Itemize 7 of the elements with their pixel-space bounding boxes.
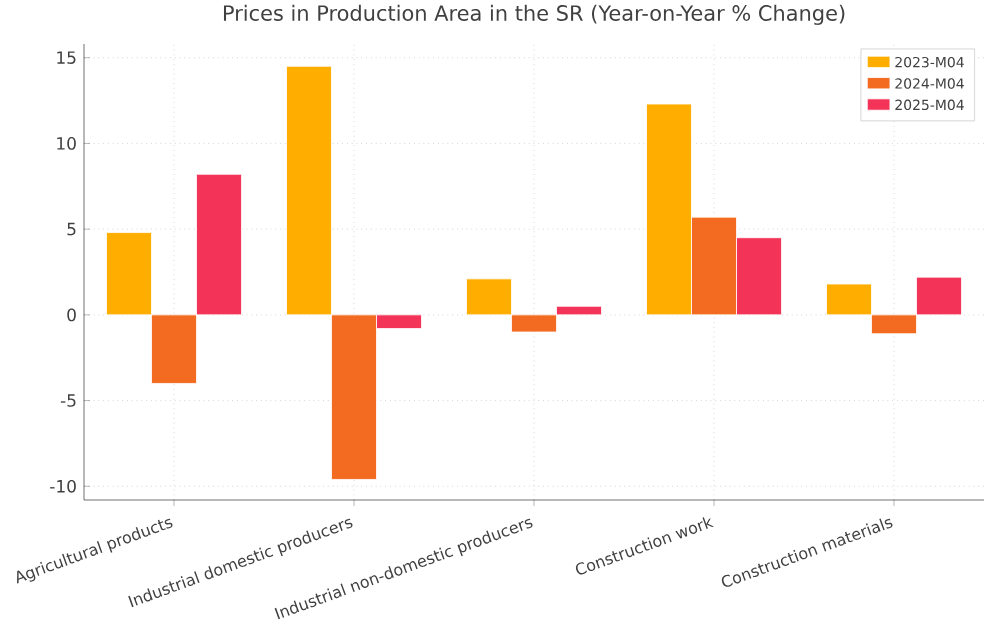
y-tick-label: 0: [67, 308, 76, 322]
y-tick-label: 10: [57, 137, 76, 150]
y-tick-label: 5: [67, 222, 76, 236]
chart-title: Prices in Production Area in the SR (Year-on-Year % Change): [223, 4, 845, 25]
y-tick-label: -10: [50, 479, 76, 493]
y-tick-label: -5: [60, 394, 76, 407]
y-tick-label: 15: [57, 51, 76, 65]
